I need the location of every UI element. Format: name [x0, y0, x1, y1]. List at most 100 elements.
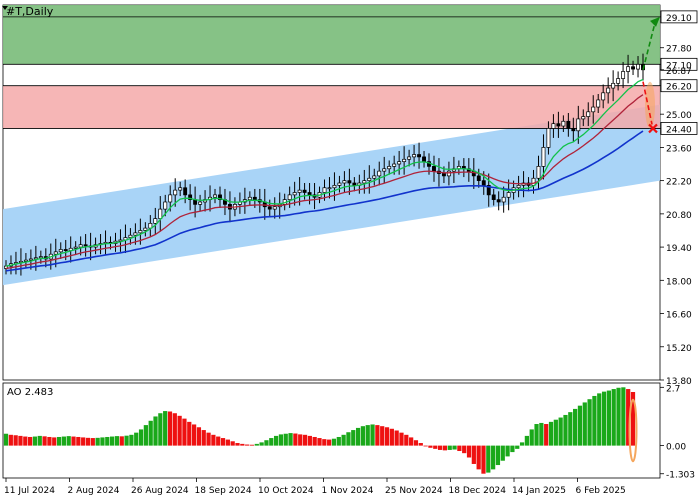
ao-panel[interactable] [2, 382, 661, 479]
candle-body [218, 194, 222, 200]
ao-bar [558, 417, 563, 446]
ao-bar [355, 427, 361, 446]
ao-bar [505, 445, 510, 457]
ao-bar [134, 432, 139, 446]
y-tick-label: 25.00 [666, 111, 692, 121]
x-tick-label: 11 Jul 2024 [4, 486, 55, 496]
candle-body [541, 147, 546, 167]
ao-bar [317, 438, 322, 446]
ao-bar [32, 436, 38, 446]
price-label-box [660, 122, 698, 135]
ao-bar [404, 434, 409, 446]
candle-body [626, 66, 631, 72]
ao-bar [582, 402, 587, 446]
ao-bar [138, 429, 144, 446]
ao-bar [548, 421, 554, 446]
candle-body [571, 128, 576, 132]
ao-bar [105, 436, 110, 446]
candle-body [292, 192, 297, 196]
chart-title: #T,Daily [6, 5, 54, 18]
ao-bar [519, 442, 525, 446]
candle-body [118, 239, 123, 242]
candle-body [576, 118, 581, 132]
price-label-box [660, 57, 698, 71]
ao-bar [66, 436, 71, 446]
y-tick-label: 26.87 [666, 67, 692, 77]
ao-bar [230, 441, 235, 446]
candle-body [213, 194, 217, 198]
ao-bar [129, 434, 134, 446]
candle-body [561, 120, 566, 127]
ao-bar [510, 445, 515, 453]
ao-bar [616, 387, 621, 446]
candle-body [347, 180, 352, 184]
main-price-panel[interactable] [2, 4, 661, 381]
ao-bar [592, 395, 597, 446]
ao-bar [433, 445, 438, 449]
candle-body [601, 92, 606, 101]
ao-bar [153, 416, 158, 446]
x-tick-label: 1 Nov 2024 [322, 486, 374, 496]
ao-bar [544, 424, 549, 446]
x-tick-label: 25 Nov 2024 [385, 486, 443, 496]
candle-body [372, 175, 377, 179]
candle-body [23, 259, 28, 262]
x-tick-label: 14 Jan 2025 [512, 486, 566, 496]
ao-bar [630, 392, 636, 446]
y-tick-label: 16.60 [666, 311, 692, 321]
candle-body [352, 182, 357, 186]
candle-body [247, 196, 252, 200]
y-tick-label: 26.20 [666, 83, 692, 93]
ao-bar [447, 445, 452, 450]
ao-bar [423, 445, 428, 447]
x-tick-label: 10 Oct 2024 [258, 486, 314, 496]
ao-bar [413, 440, 419, 446]
candle-body [501, 196, 506, 203]
candle-body [446, 170, 451, 177]
ao-bar [182, 418, 187, 446]
collapse-triangle-icon[interactable] [2, 6, 8, 10]
x-tick-label: 18 Sep 2024 [195, 486, 252, 496]
projection-down-arrow-line [642, 81, 653, 125]
ao-bar [245, 444, 250, 446]
y-tick-label: 20.80 [666, 211, 692, 221]
ao-bar [481, 445, 486, 474]
ao-bar [298, 434, 303, 446]
candle-body [307, 192, 312, 196]
candle-body [496, 199, 501, 203]
ao-bar [336, 436, 341, 446]
candle-body [322, 187, 327, 193]
candle-body [566, 120, 571, 129]
ao-bar [61, 436, 66, 446]
ao-bar [365, 425, 370, 446]
ao-bar [81, 437, 86, 446]
ao-bar [172, 413, 177, 446]
ao-bar [577, 405, 583, 446]
ao-bar [389, 428, 394, 446]
ao-bar [28, 436, 33, 446]
candle-body [33, 257, 38, 260]
ao-bar [370, 424, 375, 446]
ao-bar [529, 429, 534, 446]
candle-body [83, 244, 88, 247]
ao-bar [428, 445, 433, 448]
projection-up-arrow-line [642, 22, 656, 70]
candle-body [556, 123, 561, 127]
price-label-box [660, 10, 698, 24]
x-tick-label: 26 Aug 2024 [131, 486, 189, 496]
stop-zone [3, 85, 660, 129]
ao-bar [119, 436, 124, 446]
ao-bar [327, 439, 332, 446]
candle-body [506, 192, 511, 198]
candle-body [606, 87, 611, 94]
ao-bar [177, 415, 182, 446]
ao-bar [360, 426, 366, 446]
ao-bar [418, 443, 423, 446]
candle-body [38, 256, 43, 259]
ao-bar [249, 444, 255, 446]
ao-bar [56, 436, 62, 446]
ao-bar [264, 440, 269, 446]
